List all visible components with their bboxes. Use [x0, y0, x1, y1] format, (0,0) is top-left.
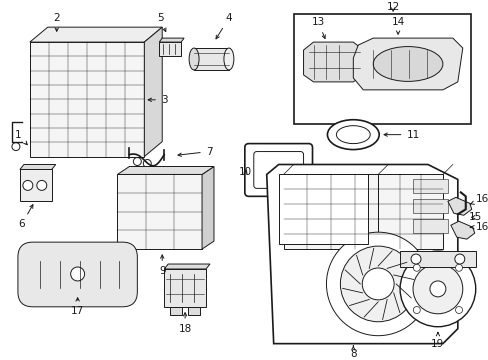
- Bar: [159, 42, 181, 56]
- Text: 16: 16: [469, 222, 488, 232]
- Text: 15: 15: [468, 212, 481, 222]
- Circle shape: [455, 306, 462, 314]
- Text: 12: 12: [386, 2, 399, 12]
- FancyBboxPatch shape: [18, 242, 137, 307]
- FancyBboxPatch shape: [253, 152, 303, 188]
- Bar: [278, 175, 367, 244]
- Polygon shape: [164, 264, 209, 269]
- Text: 3: 3: [148, 95, 167, 105]
- Bar: [188, 307, 200, 315]
- Bar: [283, 175, 377, 249]
- Text: 14: 14: [391, 17, 404, 34]
- Polygon shape: [450, 221, 474, 239]
- Ellipse shape: [189, 48, 199, 70]
- Circle shape: [71, 267, 84, 281]
- Circle shape: [455, 264, 462, 271]
- Polygon shape: [159, 38, 184, 42]
- Text: 2: 2: [53, 13, 60, 31]
- Circle shape: [412, 306, 419, 314]
- Text: 7: 7: [178, 147, 212, 157]
- Text: 18: 18: [178, 313, 191, 334]
- Bar: [117, 175, 202, 249]
- Circle shape: [454, 254, 464, 264]
- Text: 8: 8: [349, 346, 356, 359]
- Polygon shape: [266, 165, 457, 344]
- Text: 19: 19: [430, 333, 444, 348]
- Circle shape: [412, 264, 419, 271]
- Circle shape: [143, 159, 151, 167]
- Circle shape: [340, 246, 415, 322]
- Text: 4: 4: [216, 13, 232, 39]
- Ellipse shape: [327, 120, 378, 149]
- FancyBboxPatch shape: [244, 144, 312, 196]
- Bar: [412, 199, 447, 213]
- Bar: [399, 251, 475, 267]
- Bar: [293, 14, 470, 124]
- Ellipse shape: [336, 126, 369, 144]
- Bar: [412, 179, 447, 193]
- Text: 11: 11: [383, 130, 419, 140]
- Bar: [377, 175, 442, 249]
- Bar: [194, 48, 228, 70]
- Polygon shape: [30, 27, 162, 42]
- Text: 10: 10: [239, 167, 252, 177]
- Text: 5: 5: [157, 13, 165, 32]
- Bar: [164, 269, 205, 307]
- Bar: [20, 170, 52, 201]
- Circle shape: [429, 281, 445, 297]
- Circle shape: [410, 254, 420, 264]
- Polygon shape: [447, 197, 471, 215]
- Circle shape: [399, 251, 475, 327]
- Polygon shape: [117, 166, 214, 175]
- Polygon shape: [202, 166, 214, 249]
- Polygon shape: [20, 165, 56, 170]
- Circle shape: [348, 188, 357, 195]
- Ellipse shape: [372, 46, 442, 81]
- Circle shape: [362, 268, 393, 300]
- Text: 13: 13: [311, 17, 325, 39]
- Text: 9: 9: [159, 255, 165, 276]
- Circle shape: [23, 180, 33, 190]
- Bar: [412, 219, 447, 233]
- Circle shape: [133, 158, 141, 166]
- Circle shape: [326, 232, 429, 336]
- Polygon shape: [303, 42, 363, 82]
- Bar: [170, 307, 182, 315]
- Circle shape: [37, 180, 47, 190]
- Polygon shape: [353, 38, 462, 90]
- Ellipse shape: [224, 48, 233, 70]
- Text: 16: 16: [469, 194, 488, 204]
- Circle shape: [12, 143, 20, 150]
- Text: 17: 17: [71, 298, 84, 316]
- Circle shape: [412, 264, 462, 314]
- Text: 1: 1: [15, 130, 27, 145]
- Polygon shape: [144, 27, 162, 157]
- Bar: [30, 42, 144, 157]
- Text: 6: 6: [19, 205, 33, 229]
